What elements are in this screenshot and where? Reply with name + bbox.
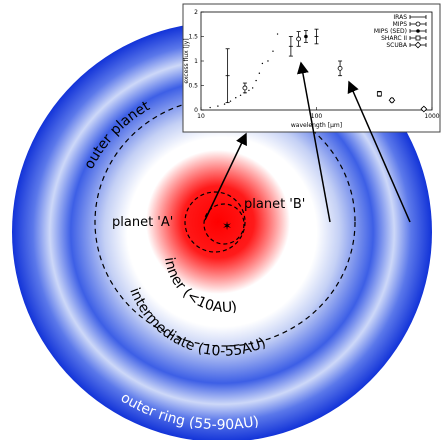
y-tick-label: 1 [194, 58, 198, 65]
point [252, 87, 253, 88]
label: planet 'A' [112, 215, 173, 230]
legend-label: MIPS (SED) [374, 28, 407, 35]
point [255, 80, 256, 81]
y-axis-label: excess flux [Jy] [183, 38, 190, 83]
legend-label: SCUBA [386, 42, 408, 49]
x-axis-label: wavelength [μm] [291, 122, 342, 129]
point [243, 86, 247, 90]
label: planet 'B' [244, 197, 305, 212]
legend-marker [416, 22, 420, 26]
point [240, 95, 241, 96]
point [377, 92, 381, 96]
star: ✶ [222, 219, 232, 233]
point [230, 100, 231, 101]
legend-label: MIPS [393, 21, 408, 28]
point [297, 37, 301, 41]
point [217, 105, 218, 106]
legend-label: SHARC II [381, 35, 407, 42]
legend-label: IRAS [393, 14, 407, 21]
point [338, 66, 342, 70]
point [262, 63, 263, 64]
legend-marker [416, 29, 420, 33]
point [259, 73, 260, 74]
point [277, 33, 278, 34]
point [272, 51, 273, 52]
point [248, 90, 249, 91]
point [304, 35, 308, 39]
point [209, 107, 210, 108]
point [235, 97, 236, 98]
x-tick-label: 10 [197, 113, 205, 120]
point [224, 103, 225, 104]
y-tick-label: 2 [194, 9, 198, 16]
legend-marker [416, 36, 420, 40]
x-tick-label: 1000 [424, 113, 439, 120]
point [267, 60, 268, 61]
x-tick-label: 100 [311, 113, 323, 120]
figure: ✶ planet 'A' planet 'B' outer planet inn… [0, 0, 442, 440]
